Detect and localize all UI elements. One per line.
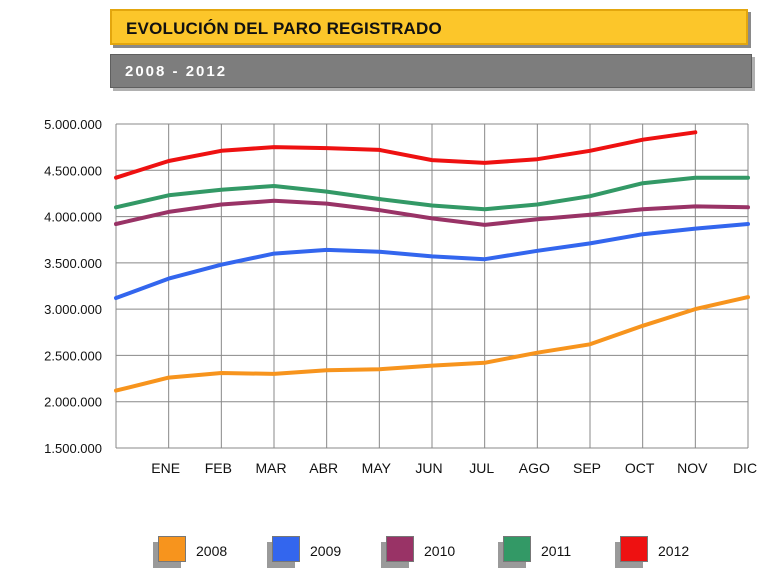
- x-tick-label: ABR: [309, 460, 338, 476]
- legend-swatch: [620, 536, 648, 562]
- legend-label: 2011: [541, 543, 572, 559]
- x-tick-label: SEP: [573, 460, 601, 476]
- chart-title: EVOLUCIÓN DEL PARO REGISTRADO: [126, 19, 442, 38]
- legend-swatch: [158, 536, 186, 562]
- x-tick-label: JUN: [415, 460, 442, 476]
- y-tick-label: 2.500.000: [44, 348, 102, 363]
- chart-title-bar: EVOLUCIÓN DEL PARO REGISTRADO: [110, 9, 748, 45]
- legend-swatch: [272, 536, 300, 562]
- y-tick-label: 3.000.000: [44, 302, 102, 317]
- y-tick-label: 4.000.000: [44, 210, 102, 225]
- chart-period-bar: 2008 - 2012: [110, 54, 752, 88]
- legend-label: 2008: [196, 543, 228, 559]
- series-line-2010: [114, 198, 750, 227]
- series-line-2011: [114, 175, 750, 212]
- legend-label: 2012: [658, 543, 690, 559]
- x-tick-label: NOV: [677, 460, 708, 476]
- series-line-2009: [114, 222, 750, 300]
- x-tick-label: ENE: [151, 460, 180, 476]
- y-tick-label: 4.500.000: [44, 163, 102, 178]
- legend-swatch: [386, 536, 414, 562]
- x-tick-label: MAY: [362, 460, 392, 476]
- y-tick-label: 2.000.000: [44, 395, 102, 410]
- x-tick-label: MAR: [255, 460, 286, 476]
- legend-label: 2009: [310, 543, 342, 559]
- x-tick-label: JUL: [469, 460, 494, 476]
- y-tick-label: 5.000.000: [44, 117, 102, 132]
- x-tick-label: OCT: [625, 460, 655, 476]
- series-line-2008: [114, 295, 750, 393]
- x-tick-label: DIC: [733, 460, 757, 476]
- x-tick-label: AGO: [519, 460, 550, 476]
- y-tick-label: 3.500.000: [44, 256, 102, 271]
- legend-label: 2010: [424, 543, 456, 559]
- x-tick-label: FEB: [205, 460, 232, 476]
- legend-swatch: [503, 536, 531, 562]
- y-tick-label: 1.500.000: [44, 441, 102, 456]
- chart-period: 2008 - 2012: [125, 63, 228, 80]
- series-line-2012: [114, 130, 698, 180]
